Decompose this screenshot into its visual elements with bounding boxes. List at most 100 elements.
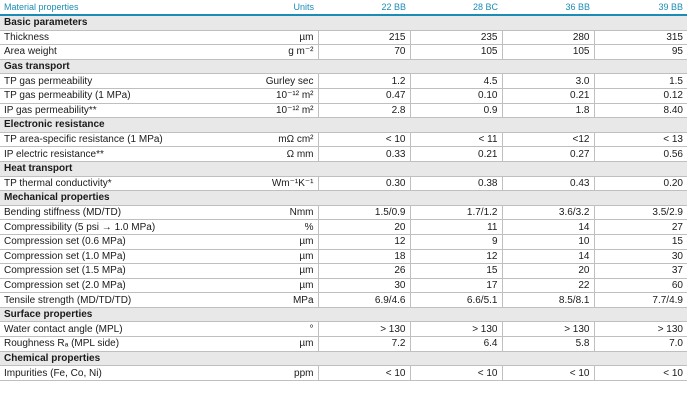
property-unit: µm — [226, 30, 318, 46]
property-value: 1.5 — [593, 73, 687, 89]
property-unit: Nmm — [226, 205, 318, 221]
header-grade-36bb: 36 BB — [502, 0, 594, 16]
property-label: IP gas permeability** — [0, 103, 226, 119]
property-value: < 10 — [501, 365, 594, 381]
property-label: Bending stiffness (MD/TD) — [0, 205, 226, 221]
property-label: Compression set (1.0 MPa) — [0, 249, 226, 265]
property-label: IP electric resistance** — [0, 146, 226, 162]
table-row: IP gas permeability** 10⁻¹² m² 2.8 0.9 1.8 8.… — [0, 103, 687, 119]
property-label: Water contact angle (MPL) — [0, 321, 226, 338]
property-label: Compression set (2.0 MPa) — [0, 278, 226, 294]
property-unit: mΩ cm² — [226, 132, 318, 148]
header-grade-22bb: 22 BB — [318, 0, 410, 16]
property-value: < 10 — [409, 365, 502, 381]
property-value: 12 — [317, 234, 410, 250]
property-value: 1.8 — [501, 103, 594, 119]
property-value: 17 — [409, 278, 502, 294]
property-value: 18 — [317, 249, 410, 265]
property-label: TP thermal conductivity* — [0, 176, 226, 192]
header-grade-39bb: 39 BB — [594, 0, 687, 16]
property-value: 1.2 — [317, 73, 410, 89]
table-row: Area weight g m⁻² 70 105 105 95 — [0, 44, 687, 60]
property-value: 2.8 — [317, 103, 410, 119]
property-unit: MPa — [226, 292, 318, 308]
property-unit: µm — [226, 234, 318, 250]
property-value: < 13 — [593, 132, 687, 148]
section-title: Basic parameters — [0, 15, 687, 31]
property-value: 30 — [593, 249, 687, 265]
section-title: Chemical properties — [0, 351, 687, 367]
property-value: 105 — [501, 44, 594, 60]
section-header-row: Chemical properties — [0, 351, 687, 367]
table-row: Compression set (1.0 MPa) µm 18 12 14 30 — [0, 249, 687, 265]
section-title: Electronic resistance — [0, 117, 687, 133]
table-row: TP area-specific resistance (1 MPa) mΩ cm… — [0, 132, 687, 148]
table-row: Water contact angle (MPL) ° > 130 > 130 > 13… — [0, 321, 687, 338]
property-value: 5.8 — [501, 336, 594, 352]
table-row: TP gas permeability Gurley sec 1.2 4.5 3.0 1.… — [0, 73, 687, 89]
property-value: 8.5/8.1 — [501, 292, 594, 308]
property-value: 14 — [501, 219, 594, 235]
property-value: > 130 — [409, 321, 502, 338]
property-unit: ° — [226, 321, 318, 338]
table-row: TP gas permeability (1 MPa) 10⁻¹² m² 0.47 0… — [0, 88, 687, 104]
table-row: Roughness Rₐ (MPL side) µm 7.2 6.4 5.8 7.0 — [0, 336, 687, 352]
section-header-row: Basic parameters — [0, 15, 687, 31]
property-value: > 130 — [593, 321, 687, 338]
property-value: 0.30 — [317, 176, 410, 192]
property-value: 0.43 — [501, 176, 594, 192]
property-value: 26 — [317, 263, 410, 279]
header-material-properties: Material properties — [0, 0, 226, 16]
property-value: 20 — [317, 219, 410, 235]
material-properties-table: Material properties Units 22 BB 28 BC 36… — [0, 0, 687, 381]
property-value: 3.0 — [501, 73, 594, 89]
property-label: TP gas permeability (1 MPa) — [0, 88, 226, 104]
property-unit: Ω mm — [226, 146, 318, 162]
property-value: 315 — [593, 30, 687, 46]
property-value: 215 — [317, 30, 410, 46]
table-row: Compression set (0.6 MPa) µm 12 9 10 15 — [0, 234, 687, 250]
property-value: > 130 — [501, 321, 594, 338]
property-unit: Wm⁻¹K⁻¹ — [226, 176, 318, 192]
property-value: 12 — [409, 249, 502, 265]
property-value: 30 — [317, 278, 410, 294]
property-value: 15 — [593, 234, 687, 250]
property-label: Tensile strength (MD/TD/TD) — [0, 292, 226, 308]
property-value: 0.20 — [593, 176, 687, 192]
property-value: 6.4 — [409, 336, 502, 352]
section-header-row: Mechanical properties — [0, 190, 687, 206]
table-row: Thickness µm 215 235 280 315 — [0, 30, 687, 46]
table-row: Compression set (1.5 MPa) µm 26 15 20 37 — [0, 263, 687, 279]
property-value: 10 — [501, 234, 594, 250]
property-value: 0.9 — [409, 103, 502, 119]
section-header-row: Heat transport — [0, 161, 687, 177]
property-value: 1.5/0.9 — [317, 205, 410, 221]
property-value: <12 — [501, 132, 594, 148]
property-value: 3.5/2.9 — [593, 205, 687, 221]
property-unit: 10⁻¹² m² — [226, 103, 318, 119]
property-value: 95 — [593, 44, 687, 60]
section-title: Heat transport — [0, 161, 687, 177]
table-row: IP electric resistance** Ω mm 0.33 0.21 0.27… — [0, 146, 687, 162]
property-value: 0.27 — [501, 146, 594, 162]
property-label: TP area-specific resistance (1 MPa) — [0, 132, 226, 148]
property-value: 280 — [501, 30, 594, 46]
table-row: Bending stiffness (MD/TD) Nmm 1.5/0.9 1.7/1… — [0, 205, 687, 221]
property-value: > 130 — [317, 321, 410, 338]
table-body: Basic parameters Thickness µm 215 235 280 315 A… — [0, 15, 687, 381]
section-header-row: Electronic resistance — [0, 117, 687, 133]
property-unit: µm — [226, 249, 318, 265]
property-value: 20 — [501, 263, 594, 279]
property-label: Impurities (Fe, Co, Ni) — [0, 365, 226, 381]
property-value: 6.6/5.1 — [409, 292, 502, 308]
header-grade-28bc: 28 BC — [410, 0, 502, 16]
property-unit: 10⁻¹² m² — [226, 88, 318, 104]
property-value: < 10 — [317, 365, 410, 381]
property-value: 7.7/4.9 — [593, 292, 687, 308]
table-row: Compressibility (5 psi → 1.0 MPa)% 20 11 14… — [0, 219, 687, 235]
property-unit: Gurley sec — [226, 73, 318, 89]
header-units: Units — [226, 0, 318, 16]
table-row: Compression set (2.0 MPa) µm 30 17 22 60 — [0, 278, 687, 294]
property-unit: g m⁻² — [226, 44, 318, 60]
section-title: Gas transport — [0, 59, 687, 75]
